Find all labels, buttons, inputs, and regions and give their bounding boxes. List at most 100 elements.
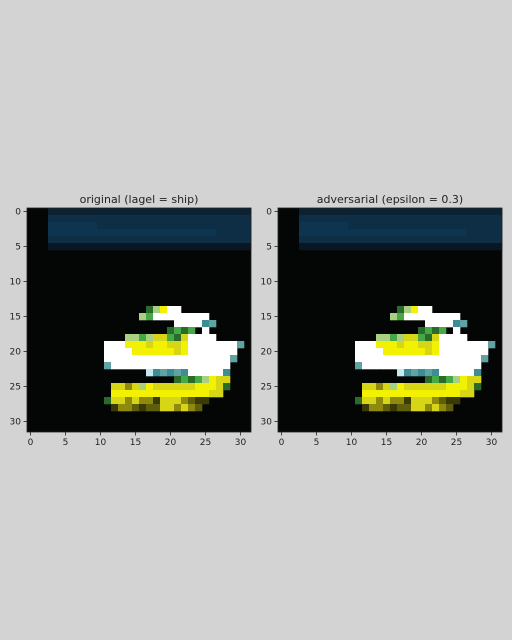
image-pixel xyxy=(125,334,133,342)
image-pixel xyxy=(181,369,189,377)
image-pixel xyxy=(195,341,203,349)
image-pixel xyxy=(55,229,63,237)
y-axis: 0 5 10 15 20 25 30 xyxy=(10,208,27,428)
image-pixel xyxy=(230,348,238,356)
image-pixel xyxy=(188,320,196,328)
image-pixel xyxy=(188,236,196,244)
image-pixel xyxy=(125,383,133,391)
image-pixel xyxy=(355,222,363,230)
image-pixel xyxy=(160,397,168,405)
image-pixel xyxy=(195,229,203,237)
image-pixel xyxy=(209,390,217,398)
image-pixel xyxy=(481,243,489,251)
image-pixel xyxy=(118,397,126,405)
image-pixel xyxy=(355,355,363,363)
image-pixel xyxy=(90,215,98,223)
image-pixel xyxy=(418,306,426,314)
image-pixel xyxy=(376,229,384,237)
image-pixel xyxy=(446,348,454,356)
image-pixel xyxy=(474,348,482,356)
image-pixel xyxy=(216,243,224,251)
image-pixel xyxy=(376,243,384,251)
image-pixel xyxy=(216,390,224,398)
image-pixel xyxy=(460,222,468,230)
image-pixel xyxy=(153,243,161,251)
image-pixel xyxy=(460,229,468,237)
image-pixel xyxy=(327,215,335,223)
image-pixel xyxy=(299,222,307,230)
image-pixel xyxy=(104,348,112,356)
image-pixel xyxy=(209,341,217,349)
image-pixel xyxy=(404,229,412,237)
image-pixel xyxy=(181,362,189,370)
image-pixel xyxy=(209,383,217,391)
image-pixel xyxy=(118,404,126,412)
x-axis: 0 5 10 15 20 25 30 xyxy=(28,432,246,448)
image-pixel xyxy=(397,355,405,363)
image-pixel xyxy=(174,222,182,230)
image-pixel xyxy=(48,243,56,251)
image-pixel xyxy=(383,341,391,349)
image-pixel xyxy=(146,341,154,349)
image-pixel xyxy=(474,362,482,370)
image-pixel xyxy=(132,404,140,412)
image-pixel xyxy=(474,236,482,244)
image-pixel xyxy=(160,404,168,412)
image-pixel xyxy=(453,341,461,349)
image-pixel xyxy=(174,306,182,314)
image-pixel xyxy=(425,222,433,230)
image-pixel xyxy=(111,341,119,349)
image-pixel xyxy=(453,397,461,405)
image-pixel xyxy=(432,222,440,230)
image-pixel xyxy=(453,369,461,377)
image-pixel xyxy=(425,383,433,391)
image-pixel xyxy=(160,313,168,321)
image-pixel xyxy=(467,215,475,223)
image-pixel xyxy=(160,306,168,314)
image-pixel xyxy=(111,362,119,370)
image-pixel xyxy=(313,222,321,230)
image-plot xyxy=(26,207,252,433)
image-pixel xyxy=(411,306,419,314)
image-pixel xyxy=(383,397,391,405)
image-pixel xyxy=(48,236,56,244)
image-pixel xyxy=(390,334,398,342)
image-pixel xyxy=(202,383,210,391)
image-pixel xyxy=(376,397,384,405)
image-pixel xyxy=(362,208,370,216)
image-pixel xyxy=(432,376,440,384)
image-pixel xyxy=(467,376,475,384)
image-pixel xyxy=(146,243,154,251)
image-pixel xyxy=(341,229,349,237)
image-pixel xyxy=(188,243,196,251)
image-pixel xyxy=(432,327,440,335)
image-pixel xyxy=(404,215,412,223)
image-pixel xyxy=(411,341,419,349)
image-pixel xyxy=(188,334,196,342)
image-pixel xyxy=(195,243,203,251)
image-pixel xyxy=(404,355,412,363)
y-tick-label: 10 xyxy=(261,278,273,288)
image-pixel xyxy=(397,313,405,321)
image-pixel xyxy=(320,243,328,251)
image-pixel xyxy=(55,243,63,251)
image-pixel xyxy=(181,313,189,321)
image-pixel xyxy=(383,404,391,412)
image-pixel xyxy=(167,397,175,405)
image-pixel xyxy=(390,215,398,223)
image-pixel xyxy=(404,369,412,377)
image-pixel xyxy=(125,243,133,251)
image-pixel xyxy=(230,229,238,237)
image-pixel xyxy=(369,355,377,363)
image-pixel xyxy=(432,215,440,223)
image-pixel xyxy=(174,348,182,356)
image-pixel xyxy=(209,208,217,216)
image-pixel xyxy=(460,348,468,356)
image-pixel xyxy=(132,348,140,356)
image-pixel xyxy=(481,236,489,244)
image-pixel xyxy=(460,236,468,244)
y-tick-label: 15 xyxy=(10,313,21,323)
image-pixel xyxy=(118,243,126,251)
image-pixel xyxy=(174,390,182,398)
image-pixel xyxy=(139,404,147,412)
